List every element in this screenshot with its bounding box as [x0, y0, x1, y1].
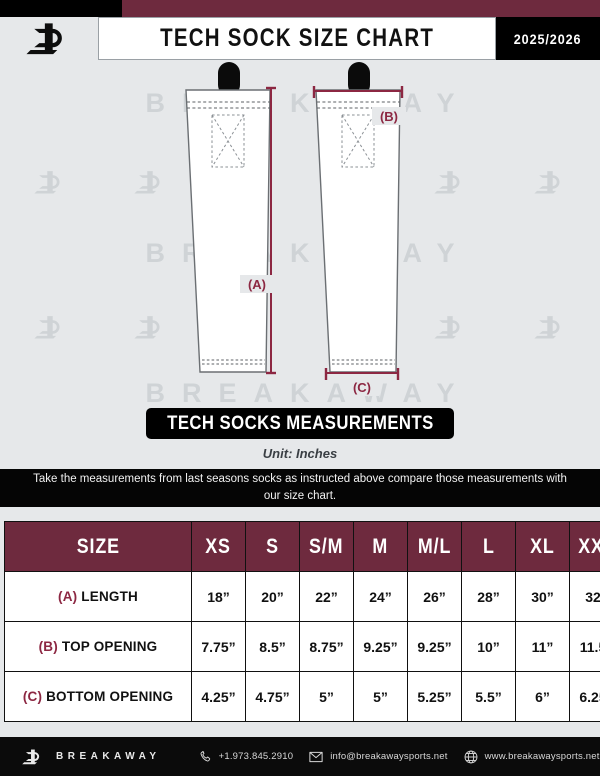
cell-top-xs: 7.75”: [191, 621, 246, 672]
cell-top-xxl: 11.5”: [569, 621, 600, 672]
size-chart-table-wrapper: SIZE XS S S/M M M/L L XL XXL (A) LENGTH: [4, 521, 600, 722]
cell-top-sm: 8.75”: [299, 621, 354, 672]
cell-length-xxl: 32”: [569, 571, 600, 622]
breakaway-b-logo-icon: [22, 746, 44, 768]
table-header-size: SIZE: [4, 521, 192, 572]
table-header-l: L: [461, 521, 516, 572]
footer-website[interactable]: www.breakawaysports.net: [464, 750, 600, 764]
table-header-m-text: M: [372, 534, 389, 558]
row-label-top-opening-text: TOP OPENING: [61, 639, 158, 654]
instructions-strip: Take the measurements from last seasons …: [0, 469, 600, 507]
cell-top-l: 10”: [461, 621, 516, 672]
size-chart-table: SIZE XS S S/M M M/L L XL XXL (A) LENGTH: [4, 521, 600, 722]
breakaway-b-logo-icon: [0, 17, 98, 60]
season-year-text: 2025/2026: [514, 30, 582, 47]
row-tag-a: (A): [58, 589, 78, 604]
footer-brand-name: BREAKAWAY: [56, 751, 161, 762]
phone-icon: [199, 750, 212, 763]
table-header-s: S: [245, 521, 300, 572]
cell-top-ml: 9.25”: [407, 621, 462, 672]
row-tag-b: (B): [38, 639, 58, 654]
cell-bottom-xxl: 6.25”: [569, 671, 600, 722]
cell-bottom-xl: 6”: [515, 671, 570, 722]
measurements-banner: TECH SOCKS MEASUREMENTS: [146, 408, 454, 439]
season-year-badge: 2025/2026: [496, 17, 600, 60]
footer-contacts: +1.973.845.2910 info@breakawaysports.net: [199, 750, 600, 764]
row-label-top-opening: (B) TOP OPENING: [4, 621, 192, 672]
footer-website-text: www.breakawaysports.net: [484, 751, 600, 762]
table-header-row: SIZE XS S S/M M M/L L XL XXL: [4, 521, 600, 572]
cell-top-m: 9.25”: [353, 621, 408, 672]
row-label-length: (A) LENGTH: [4, 571, 192, 622]
table-header-ml: M/L: [407, 521, 462, 572]
cell-bottom-xs: 4.25”: [191, 671, 246, 722]
table-header-size-text: SIZE: [76, 534, 120, 558]
cell-bottom-l: 5.5”: [461, 671, 516, 722]
instructions-text: Take the measurements from last seasons …: [33, 473, 567, 502]
footer-email-text: info@breakawaysports.net: [330, 751, 448, 762]
measurements-banner-title: TECH SOCKS MEASUREMENTS: [166, 412, 434, 434]
measurement-line-c: (C): [324, 368, 400, 396]
cell-length-l: 28”: [461, 571, 516, 622]
cell-length-m: 24”: [353, 571, 408, 622]
measurement-label-b: (B): [380, 109, 398, 124]
row-label-length-text: LENGTH: [81, 589, 138, 604]
top-bar-maroon-segment: [122, 0, 600, 17]
cell-length-ml: 26”: [407, 571, 462, 622]
cell-length-xs: 18”: [191, 571, 246, 622]
table-header-sm-text: S/M: [309, 534, 344, 558]
left-sock-illustration: [185, 62, 271, 373]
footer-phone-text: +1.973.845.2910: [218, 751, 294, 762]
footer-email[interactable]: info@breakawaysports.net: [309, 751, 447, 763]
envelope-icon: [309, 751, 323, 763]
cell-bottom-m: 5”: [353, 671, 408, 722]
table-header-xs-text: XS: [205, 534, 232, 558]
page-header: TECH SOCK SIZE CHART 2025/2026: [0, 17, 600, 60]
table-header-xs: XS: [191, 521, 246, 572]
page-footer: BREAKAWAY +1.973.845.2910 info@bre: [0, 737, 600, 776]
cell-length-xl: 30”: [515, 571, 570, 622]
measurement-line-b: (B): [312, 86, 406, 125]
cell-length-s: 20”: [245, 571, 300, 622]
footer-phone[interactable]: +1.973.845.2910: [199, 750, 294, 763]
unit-label: Unit: Inches: [262, 446, 338, 461]
row-tag-c: (C): [22, 689, 43, 704]
table-header-xl: XL: [515, 521, 570, 572]
top-accent-bar: [0, 0, 600, 17]
measurement-label-c: (C): [353, 380, 371, 395]
row-label-bottom-opening-text: BOTTOM OPENING: [46, 689, 174, 704]
measurement-line-a: (A): [240, 86, 276, 375]
page-title-text: TECH SOCK SIZE CHART: [159, 24, 435, 52]
table-header-ml-text: M/L: [417, 534, 452, 558]
table-header-l-text: L: [482, 534, 495, 558]
cell-top-xl: 11”: [515, 621, 570, 672]
row-label-bottom-opening: (C) BOTTOM OPENING: [4, 671, 192, 722]
table-row: (C) BOTTOM OPENING 4.25” 4.75” 5” 5” 5.2…: [4, 671, 600, 722]
sock-measurement-diagram: (A) (B): [0, 60, 600, 398]
table-header-xxl: XXL: [569, 521, 600, 572]
table-row: (B) TOP OPENING 7.75” 8.5” 8.75” 9.25” 9…: [4, 621, 600, 672]
cell-bottom-ml: 5.25”: [407, 671, 462, 722]
table-row: (A) LENGTH 18” 20” 22” 24” 26” 28” 30” 3…: [4, 571, 600, 622]
top-bar-black-segment: [0, 0, 122, 17]
cell-top-s: 8.5”: [245, 621, 300, 672]
table-header-s-text: S: [266, 534, 279, 558]
globe-icon: [464, 750, 478, 764]
measurement-label-a: (A): [248, 277, 266, 292]
footer-brand: BREAKAWAY: [22, 746, 161, 768]
table-header-sm: S/M: [299, 521, 354, 572]
table-header-m: M: [353, 521, 408, 572]
table-header-xxl-text: XXL: [577, 534, 600, 558]
cell-length-sm: 22”: [299, 571, 354, 622]
table-header-xl-text: XL: [530, 534, 555, 558]
page-title: TECH SOCK SIZE CHART: [98, 17, 496, 60]
cell-bottom-s: 4.75”: [245, 671, 300, 722]
cell-bottom-sm: 5”: [299, 671, 354, 722]
